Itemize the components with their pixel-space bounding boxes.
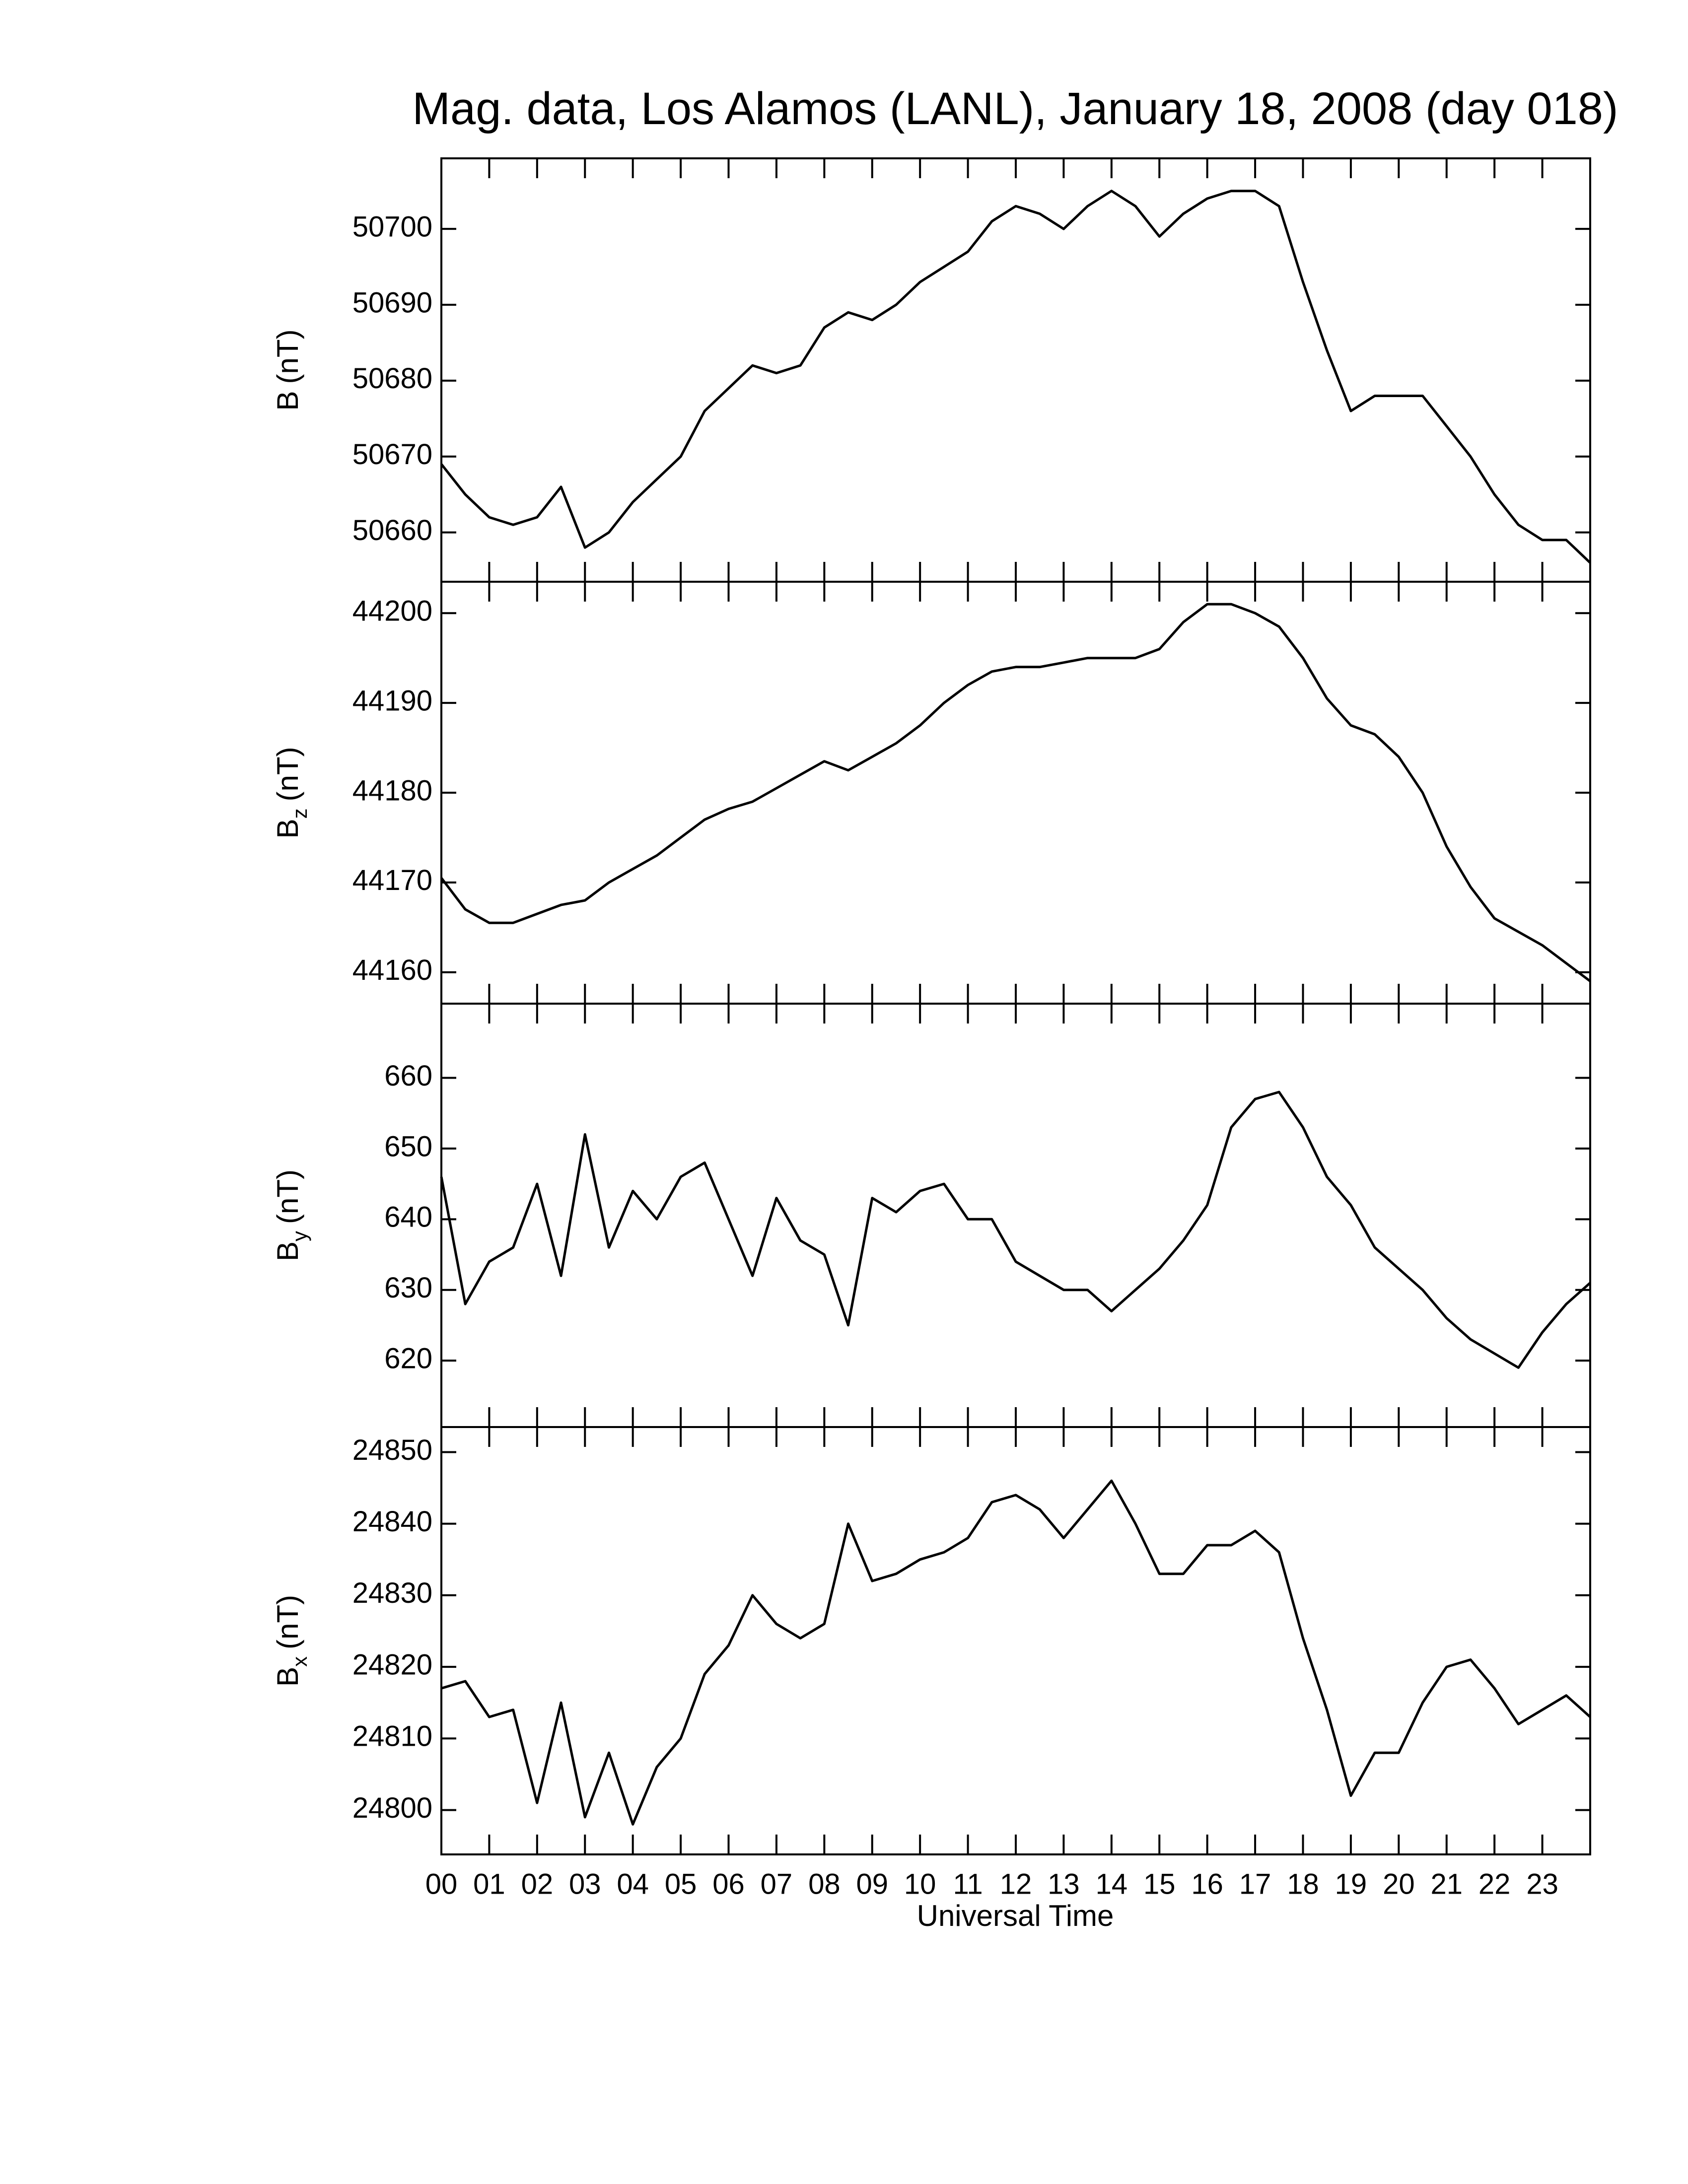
x-tick-label: 15 bbox=[1143, 1868, 1176, 1900]
y-tick-label: 44200 bbox=[352, 595, 432, 627]
data-line bbox=[440, 603, 1591, 982]
y-tick-label: 24820 bbox=[352, 1648, 432, 1681]
x-tick-label: 05 bbox=[665, 1868, 697, 1900]
y-tick-label: 24850 bbox=[352, 1434, 432, 1466]
y-tick-label: 24800 bbox=[352, 1792, 432, 1824]
data-line bbox=[440, 190, 1591, 564]
data-line bbox=[440, 1091, 1591, 1369]
y-label-subscript: z bbox=[288, 808, 311, 819]
x-tick-label: 22 bbox=[1478, 1868, 1511, 1900]
y-label-unit: (nT) bbox=[271, 747, 304, 801]
plot-frame bbox=[440, 581, 1591, 1005]
y-tick-label: 44190 bbox=[352, 684, 432, 717]
y-tick-label: 24830 bbox=[352, 1577, 432, 1609]
x-tick-label: 08 bbox=[808, 1868, 841, 1900]
y-label-unit: (nT) bbox=[271, 1169, 304, 1224]
y-label-subscript: x bbox=[288, 1656, 311, 1667]
x-tick-label: 11 bbox=[953, 1868, 983, 1900]
x-tick-label: 09 bbox=[856, 1868, 888, 1900]
x-tick-label: 17 bbox=[1239, 1868, 1271, 1900]
y-axis-label: By (nT) bbox=[271, 1169, 311, 1261]
x-tick-label: 01 bbox=[473, 1868, 505, 1900]
y-tick-label: 630 bbox=[384, 1272, 432, 1304]
x-tick-label: 03 bbox=[569, 1868, 601, 1900]
data-line bbox=[441, 1479, 1591, 1826]
y-label-unit: (nT) bbox=[271, 329, 304, 384]
y-axis-label: B (nT) bbox=[271, 329, 304, 410]
y-label-symbol: B bbox=[271, 391, 304, 410]
y-tick-label: 50660 bbox=[352, 514, 432, 546]
y-tick-label: 24840 bbox=[352, 1505, 432, 1538]
x-tick-label: 16 bbox=[1191, 1868, 1223, 1900]
x-tick-label: 14 bbox=[1096, 1868, 1128, 1900]
x-tick-label: 02 bbox=[521, 1868, 554, 1900]
x-tick-label: 06 bbox=[712, 1868, 745, 1900]
y-tick-label: 50670 bbox=[352, 438, 432, 471]
x-axis-label: Universal Time bbox=[917, 1899, 1114, 1932]
y-tick-label: 50690 bbox=[352, 286, 432, 319]
x-tick-label: 04 bbox=[617, 1868, 649, 1900]
y-label-symbol: B bbox=[271, 1241, 304, 1261]
y-tick-label: 650 bbox=[384, 1130, 432, 1162]
y-tick-label: 24810 bbox=[352, 1720, 432, 1753]
y-label-symbol: B bbox=[271, 1667, 304, 1687]
plot-frame bbox=[440, 1426, 1591, 1855]
x-tick-label: 13 bbox=[1048, 1868, 1080, 1900]
x-tick-label: 21 bbox=[1430, 1868, 1463, 1900]
plot-frame bbox=[440, 1003, 1591, 1428]
y-tick-label: 50700 bbox=[352, 210, 432, 243]
y-tick-label: 44180 bbox=[352, 774, 432, 807]
x-tick-label: 19 bbox=[1335, 1868, 1367, 1900]
x-tick-label: 00 bbox=[425, 1868, 458, 1900]
y-label-unit: (nT) bbox=[271, 1595, 304, 1649]
y-tick-label: 640 bbox=[384, 1201, 432, 1233]
x-tick-label: 23 bbox=[1526, 1868, 1558, 1900]
x-tick-label: 18 bbox=[1287, 1868, 1319, 1900]
plot-frame bbox=[440, 157, 1591, 583]
y-axis-label: Bz (nT) bbox=[271, 747, 311, 838]
y-tick-label: 44160 bbox=[352, 954, 432, 986]
y-label-symbol: B bbox=[271, 819, 304, 838]
y-tick-label: 620 bbox=[384, 1342, 432, 1374]
x-tick-label: 12 bbox=[1000, 1868, 1032, 1900]
x-tick-label: 20 bbox=[1383, 1868, 1415, 1900]
x-tick-label: 10 bbox=[904, 1868, 936, 1900]
y-tick-label: 50680 bbox=[352, 362, 432, 395]
x-tick-label: 07 bbox=[761, 1868, 793, 1900]
y-axis-label: Bx (nT) bbox=[271, 1595, 311, 1687]
y-tick-label: 660 bbox=[384, 1060, 432, 1092]
chart-title: Mag. data, Los Alamos (LANL), January 18… bbox=[412, 83, 1618, 134]
y-label-subscript: y bbox=[288, 1231, 311, 1241]
y-tick-label: 44170 bbox=[352, 864, 432, 896]
